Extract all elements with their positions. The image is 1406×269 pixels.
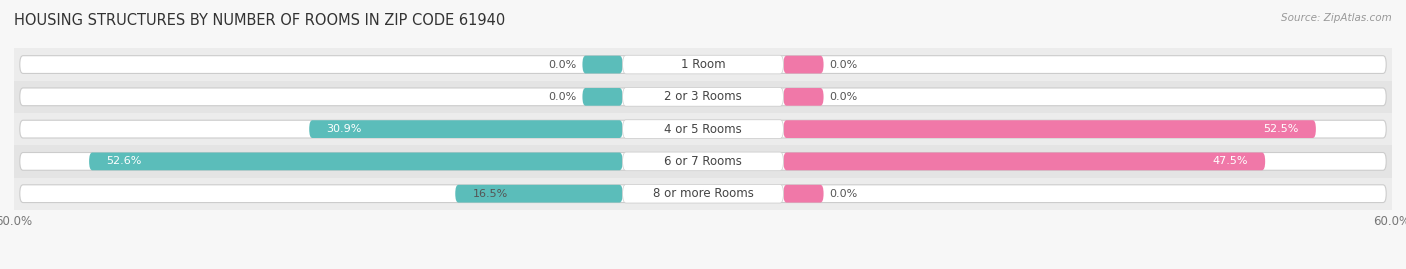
FancyBboxPatch shape xyxy=(309,120,623,138)
Text: 0.0%: 0.0% xyxy=(830,92,858,102)
FancyBboxPatch shape xyxy=(456,185,623,203)
Text: 30.9%: 30.9% xyxy=(326,124,361,134)
Bar xyxy=(14,81,1392,113)
Text: 8 or more Rooms: 8 or more Rooms xyxy=(652,187,754,200)
FancyBboxPatch shape xyxy=(20,56,1386,73)
Bar xyxy=(14,48,1392,81)
Text: 0.0%: 0.0% xyxy=(830,59,858,70)
Text: 2 or 3 Rooms: 2 or 3 Rooms xyxy=(664,90,742,103)
FancyBboxPatch shape xyxy=(20,88,1386,106)
Bar xyxy=(14,145,1392,178)
FancyBboxPatch shape xyxy=(623,87,783,106)
FancyBboxPatch shape xyxy=(623,152,783,171)
Text: 0.0%: 0.0% xyxy=(830,189,858,199)
Text: 0.0%: 0.0% xyxy=(548,59,576,70)
Text: 16.5%: 16.5% xyxy=(472,189,508,199)
Text: 4 or 5 Rooms: 4 or 5 Rooms xyxy=(664,123,742,136)
Bar xyxy=(14,178,1392,210)
FancyBboxPatch shape xyxy=(582,88,623,106)
FancyBboxPatch shape xyxy=(783,153,1265,170)
FancyBboxPatch shape xyxy=(623,55,783,74)
Text: 1 Room: 1 Room xyxy=(681,58,725,71)
FancyBboxPatch shape xyxy=(783,185,824,203)
FancyBboxPatch shape xyxy=(623,184,783,203)
Text: 47.5%: 47.5% xyxy=(1212,156,1249,167)
FancyBboxPatch shape xyxy=(20,153,1386,170)
FancyBboxPatch shape xyxy=(783,88,824,106)
Text: Source: ZipAtlas.com: Source: ZipAtlas.com xyxy=(1281,13,1392,23)
FancyBboxPatch shape xyxy=(20,120,1386,138)
FancyBboxPatch shape xyxy=(582,56,623,73)
Text: HOUSING STRUCTURES BY NUMBER OF ROOMS IN ZIP CODE 61940: HOUSING STRUCTURES BY NUMBER OF ROOMS IN… xyxy=(14,13,505,29)
FancyBboxPatch shape xyxy=(783,56,824,73)
Text: 6 or 7 Rooms: 6 or 7 Rooms xyxy=(664,155,742,168)
FancyBboxPatch shape xyxy=(89,153,623,170)
FancyBboxPatch shape xyxy=(20,185,1386,203)
Text: 52.5%: 52.5% xyxy=(1263,124,1299,134)
Text: 52.6%: 52.6% xyxy=(107,156,142,167)
Legend: Owner-occupied, Renter-occupied: Owner-occupied, Renter-occupied xyxy=(574,264,832,269)
FancyBboxPatch shape xyxy=(783,120,1316,138)
Text: 0.0%: 0.0% xyxy=(548,92,576,102)
Bar xyxy=(14,113,1392,145)
FancyBboxPatch shape xyxy=(623,120,783,139)
